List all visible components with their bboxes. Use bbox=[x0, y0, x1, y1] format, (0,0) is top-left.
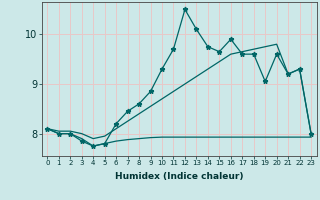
X-axis label: Humidex (Indice chaleur): Humidex (Indice chaleur) bbox=[115, 172, 244, 181]
